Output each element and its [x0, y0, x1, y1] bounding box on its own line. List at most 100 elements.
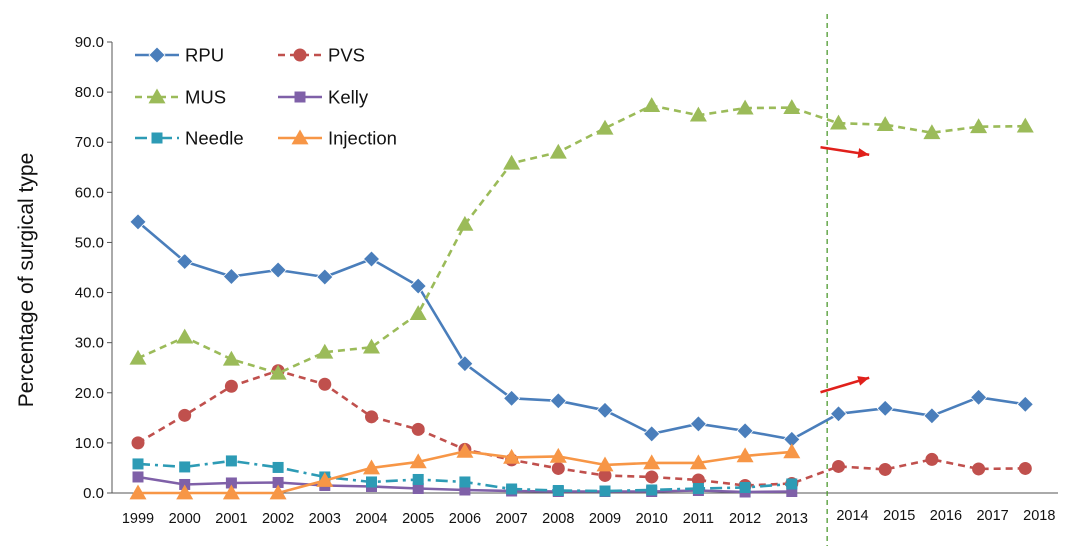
- legend-mus: MUS: [135, 87, 226, 108]
- series-needle: [132, 455, 798, 497]
- series-mus-point: [596, 119, 614, 135]
- series-kelly-point: [786, 485, 798, 497]
- series-mus-point: [409, 305, 427, 320]
- series-mus-point: [689, 106, 707, 122]
- series-needle-point: [692, 482, 704, 494]
- series-rpu: [129, 213, 1034, 448]
- series-needle-point: [739, 481, 751, 493]
- series-injection: [129, 442, 801, 500]
- series-mus-point: [222, 350, 240, 366]
- series-pvs-point: [551, 461, 565, 475]
- series-rpu-point: [923, 407, 941, 425]
- series-kelly-point: [272, 476, 284, 488]
- series-mus-point: [363, 338, 380, 354]
- series-injection-point: [736, 447, 754, 463]
- series-injection-point: [222, 484, 240, 500]
- series-layer: [129, 97, 1034, 500]
- series-pvs-line: [137, 369, 1026, 487]
- legend-needle: Needle: [135, 128, 244, 149]
- trend-arrow-head: [857, 148, 870, 159]
- series-rpu-point: [129, 213, 147, 231]
- series-needle-point: [786, 478, 798, 490]
- series-rpu-point: [456, 355, 474, 373]
- series-rpu-point: [829, 405, 848, 423]
- series-injection-point: [409, 453, 427, 469]
- series-injection-point: [596, 456, 614, 472]
- series-injection-point: [643, 454, 661, 470]
- series-rpu-point: [876, 399, 894, 417]
- series-mus-point: [176, 328, 194, 344]
- y-tick-label: 30.0: [75, 335, 104, 352]
- series-mus-point: [923, 124, 941, 140]
- series-mus-point: [1016, 117, 1034, 133]
- x-tick-label: 2014: [836, 508, 868, 524]
- series-mus-point: [129, 349, 147, 365]
- x-tick-label: 2013: [776, 511, 808, 527]
- series-mus-point: [456, 215, 474, 231]
- axes-layer: 0.0 10.0 20.0 30.0 40.0 50.0 60.0 70.0 80.0 90.0 1…: [75, 14, 1058, 546]
- series-rpu-point: [689, 415, 707, 433]
- series-rpu-point: [549, 392, 567, 410]
- series-mus-point: [269, 364, 287, 380]
- y-tick-label: 80.0: [75, 84, 104, 101]
- series-mus-point: [316, 343, 334, 359]
- legend-kelly-swatch-point: [294, 91, 306, 103]
- series-rpu-line: [137, 220, 1026, 441]
- x-tick-label: 2008: [542, 511, 574, 527]
- series-needle-point: [272, 461, 284, 473]
- legend-rpu: RPU: [135, 45, 224, 66]
- series-needle-point: [225, 455, 237, 467]
- series-kelly-point: [132, 471, 144, 483]
- series-injection-point: [363, 459, 380, 475]
- series-kelly-point: [459, 484, 471, 496]
- x-tick-label: 2006: [449, 511, 481, 527]
- x-tick-label: 2007: [495, 511, 527, 527]
- y-tick-label: 0.0: [83, 485, 104, 502]
- annotation-layer: [820, 145, 870, 394]
- series-pvs-point: [832, 459, 845, 473]
- series-rpu-point: [736, 422, 754, 440]
- series-injection-point: [176, 484, 194, 500]
- series-mus-point: [876, 116, 894, 132]
- series-needle-point: [552, 484, 564, 496]
- series-mus-point: [503, 154, 521, 170]
- series-injection-point: [689, 454, 707, 470]
- x-tick-label: 2005: [402, 511, 434, 527]
- series-rpu-point: [643, 425, 661, 443]
- series-rpu-point: [269, 261, 287, 279]
- series-pvs-point: [411, 422, 425, 436]
- series-kelly-point: [412, 482, 424, 494]
- series-injection-point: [783, 443, 801, 459]
- x-tick-label: 2004: [355, 511, 387, 527]
- legend-pvs: PVS: [278, 45, 365, 66]
- series-rpu-point: [970, 388, 988, 406]
- series-rpu-point: [1016, 395, 1034, 413]
- series-needle-point: [459, 476, 471, 488]
- series-rpu-point: [316, 268, 334, 286]
- series-pvs-point: [131, 436, 145, 450]
- series-kelly-point: [179, 478, 191, 490]
- series-pvs-point: [925, 452, 939, 466]
- series-injection-point: [269, 484, 287, 500]
- series-rpu-point: [503, 389, 521, 407]
- x-tick-label: 2001: [215, 511, 247, 527]
- legend-kelly: Kelly: [278, 87, 369, 108]
- series-pvs-point: [224, 379, 238, 393]
- y-tick-label: 10.0: [75, 435, 104, 452]
- series-mus-point: [783, 99, 801, 115]
- series-rpu-point: [222, 267, 240, 286]
- series-needle-point: [412, 473, 424, 485]
- legend-mus-label: MUS: [185, 87, 226, 108]
- trend-arrow-head: [857, 376, 870, 386]
- series-mus: [129, 97, 1034, 380]
- x-tick-label: 2015: [883, 508, 915, 524]
- series-injection-point: [129, 484, 147, 500]
- series-injection-point: [549, 447, 567, 463]
- legend-injection: Injection: [278, 128, 397, 149]
- legend-pvs-label: PVS: [328, 45, 365, 66]
- legend-rpu-label: RPU: [185, 45, 224, 66]
- series-pvs: [131, 364, 1032, 492]
- legend-rpu-swatch-point: [148, 46, 166, 64]
